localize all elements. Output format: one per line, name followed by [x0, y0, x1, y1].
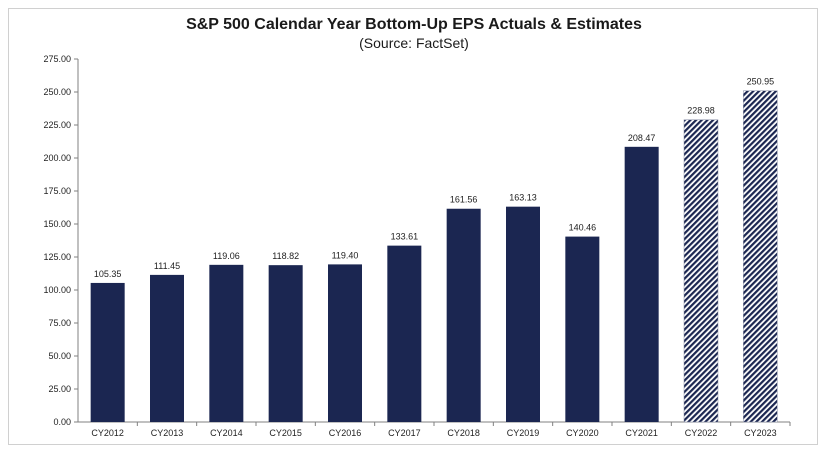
x-tick-label: CY2014	[210, 428, 243, 438]
actual-bar	[506, 206, 540, 422]
y-tick-label: 50.00	[48, 351, 71, 361]
x-tick-label: CY2012	[91, 428, 124, 438]
data-label: 118.82	[272, 251, 299, 261]
actual-bar	[624, 146, 659, 423]
data-label: 119.06	[213, 251, 240, 261]
data-label: 208.47	[628, 133, 656, 143]
y-tick-label: 100.00	[43, 285, 71, 295]
x-tick-label: CY2016	[329, 428, 362, 438]
y-tick-label: 175.00	[43, 186, 71, 196]
x-tick-label: CY2019	[507, 428, 540, 438]
x-tick-label: CY2013	[151, 428, 184, 438]
x-tick-label: CY2021	[625, 428, 658, 438]
chart-subtitle: (Source: FactSet)	[359, 35, 469, 51]
y-tick-label: 0.00	[53, 417, 71, 427]
actual-bar	[328, 264, 362, 422]
estimate-bar	[743, 90, 778, 423]
x-tick-label: CY2015	[269, 428, 302, 438]
data-label: 140.46	[569, 223, 597, 233]
data-label: 161.56	[450, 195, 478, 205]
x-tick-label: CY2018	[447, 428, 480, 438]
y-tick-label: 275.00	[43, 54, 71, 64]
estimate-bar	[683, 119, 719, 423]
x-tick-label: CY2023	[744, 428, 777, 438]
y-tick-label: 200.00	[43, 153, 71, 163]
y-tick-label: 250.00	[43, 87, 71, 97]
actual-bar	[446, 208, 481, 422]
y-tick-label: 150.00	[43, 219, 71, 229]
data-label: 228.98	[687, 106, 715, 116]
x-tick-label: CY2017	[388, 428, 421, 438]
x-tick-label: CY2020	[566, 428, 599, 438]
actual-bar	[565, 236, 600, 422]
data-label: 163.13	[509, 193, 537, 203]
actual-bar	[209, 264, 244, 422]
y-tick-label: 25.00	[48, 384, 71, 394]
y-tick-label: 225.00	[43, 120, 71, 130]
actual-bar	[387, 245, 422, 422]
data-label: 105.35	[94, 269, 122, 279]
actual-bar	[90, 282, 125, 422]
chart-title: S&P 500 Calendar Year Bottom-Up EPS Actu…	[186, 16, 642, 33]
y-tick-label: 75.00	[48, 318, 71, 328]
y-tick-label: 125.00	[43, 252, 71, 262]
actual-bar	[268, 265, 303, 422]
x-tick-label: CY2022	[685, 428, 718, 438]
actual-bar	[150, 274, 184, 422]
data-label: 111.45	[154, 261, 180, 271]
data-label: 250.95	[747, 77, 775, 87]
data-label: 119.40	[332, 250, 359, 260]
data-label: 133.61	[391, 232, 419, 242]
